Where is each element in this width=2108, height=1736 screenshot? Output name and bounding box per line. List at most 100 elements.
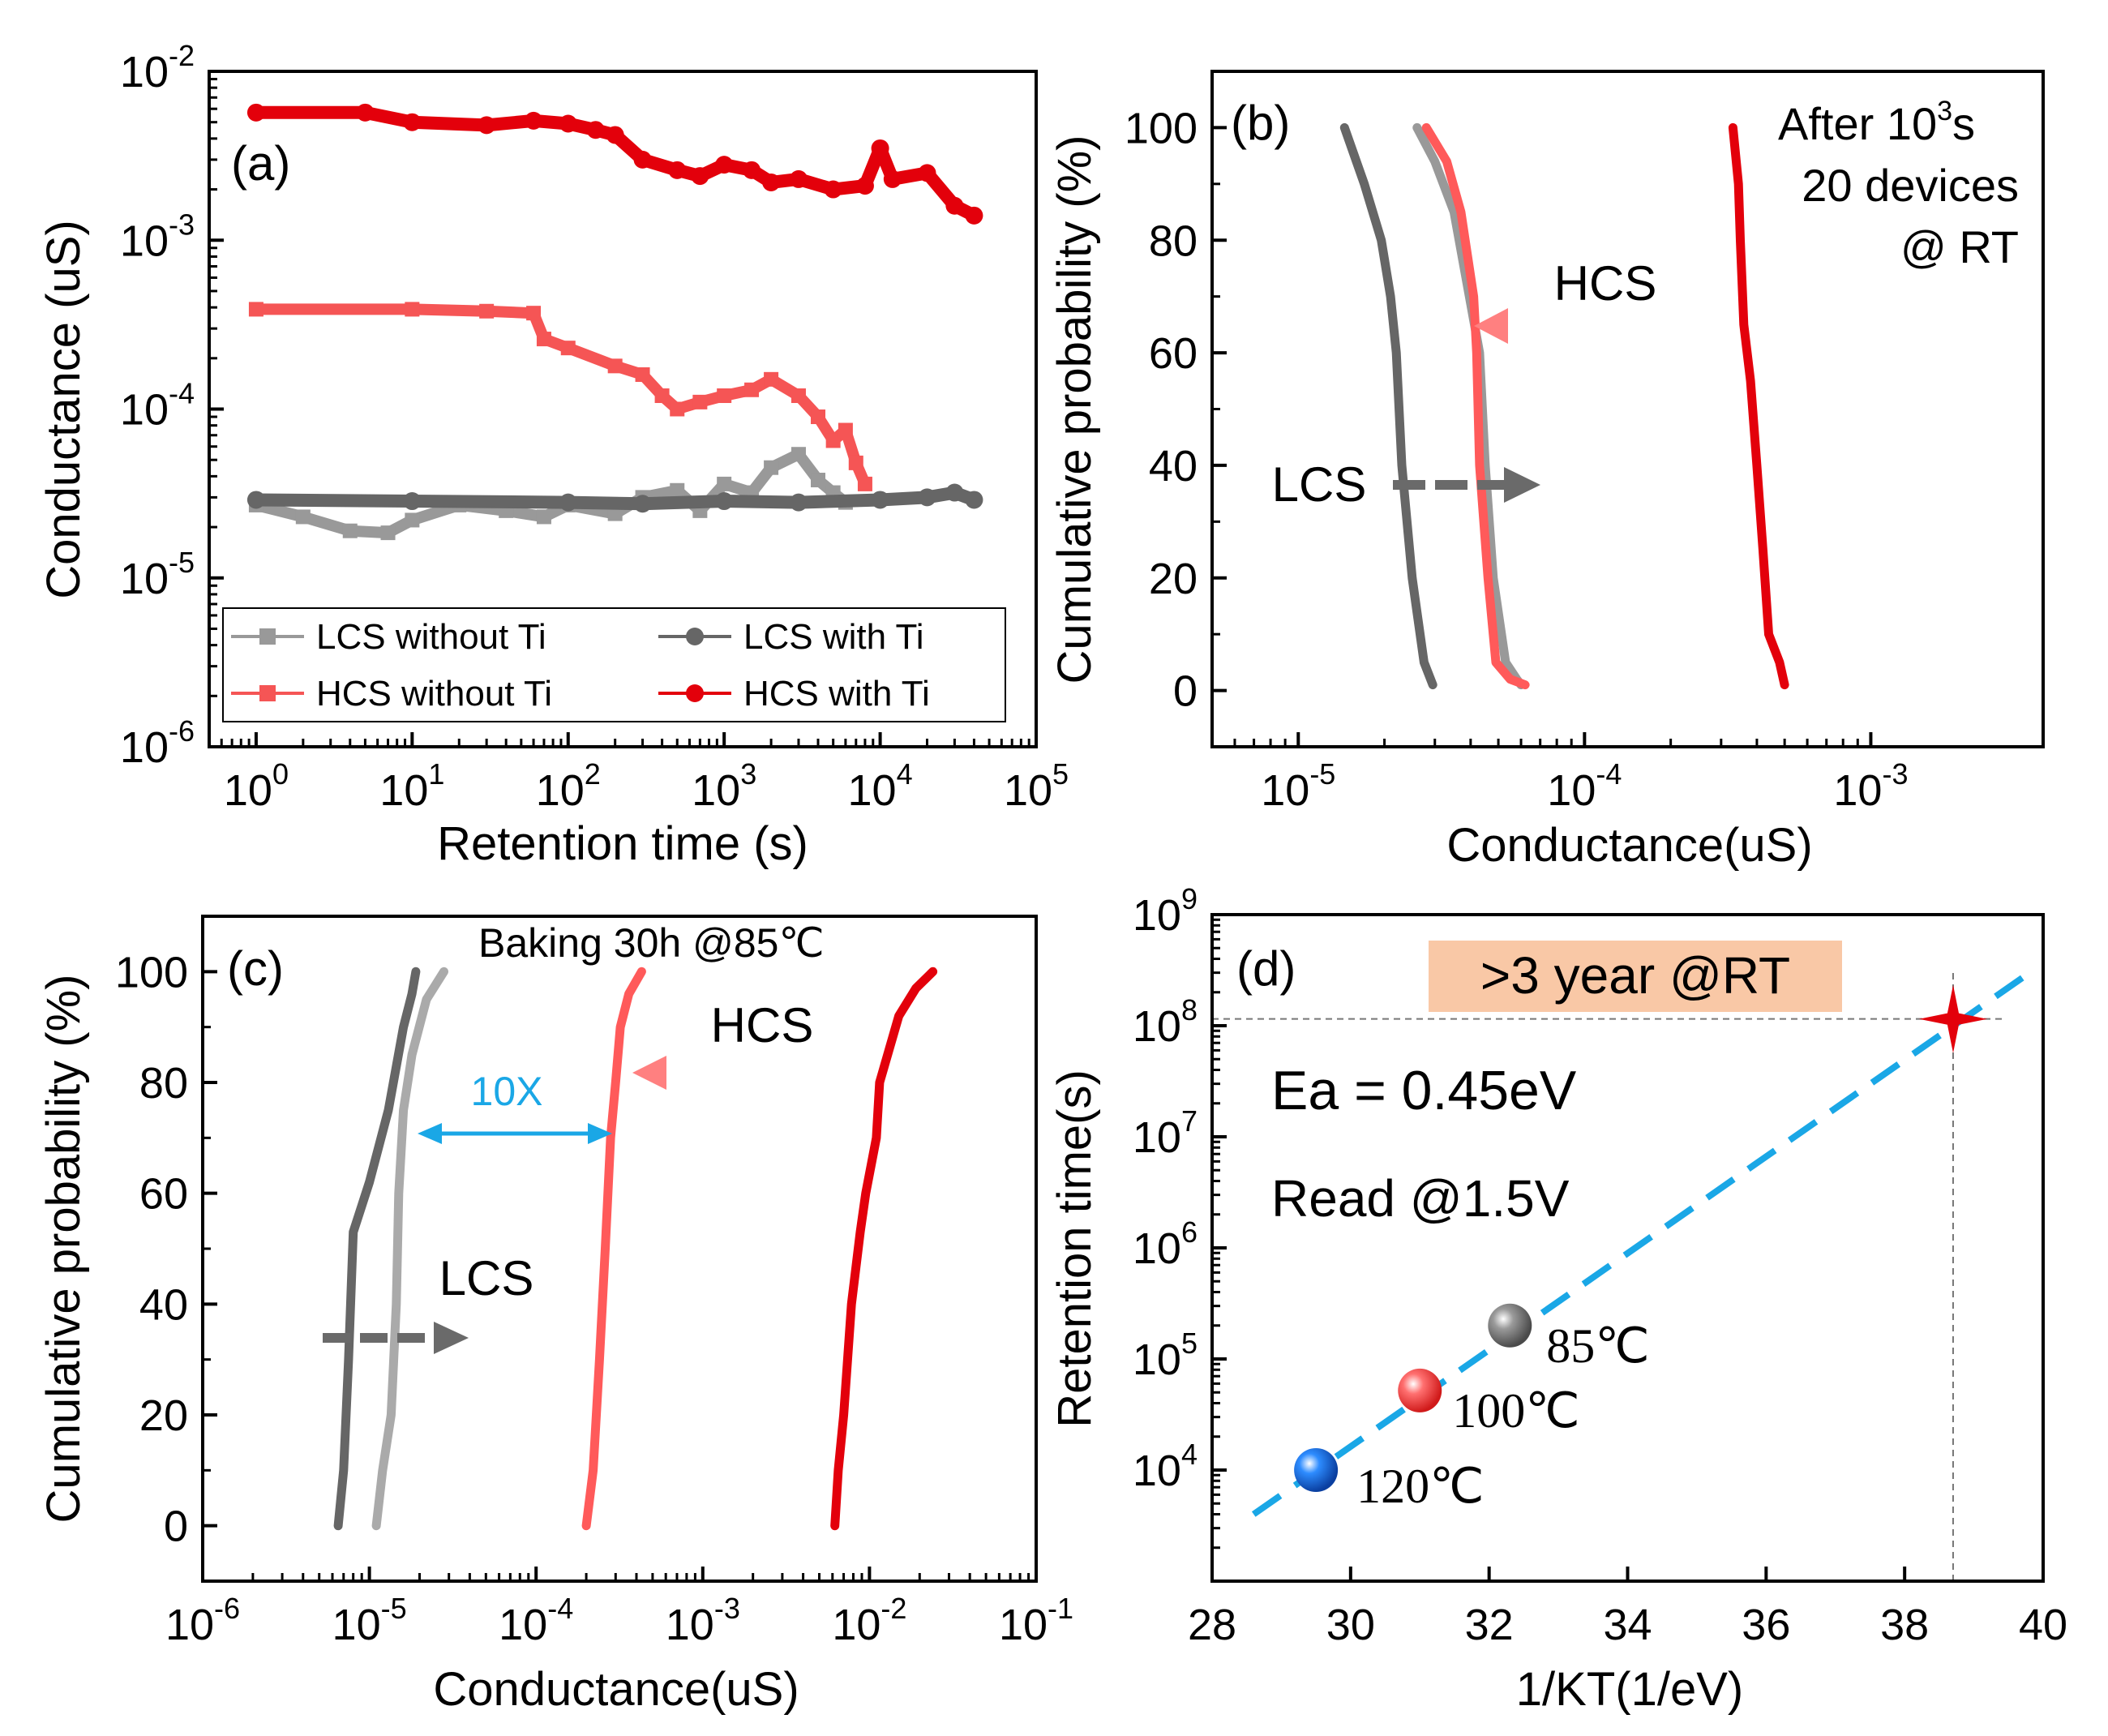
data-point: [559, 493, 577, 512]
data-point: [246, 491, 265, 509]
x-tick-label-b: 10-4: [1547, 757, 1622, 815]
annotation-retention-years: >3 year @RT: [1480, 946, 1790, 1005]
data-point: [762, 173, 781, 191]
annotation-device-count: 20 devices: [1802, 160, 2019, 211]
temperature-point: [1488, 1303, 1532, 1348]
y-tick-label-c: 60: [139, 1170, 188, 1219]
data-point: [790, 388, 806, 404]
y-tick-label-c: 20: [139, 1391, 188, 1440]
legend-item-hcs-without-ti: HCS without Ti: [231, 674, 552, 714]
panel-label-a: (a): [231, 136, 290, 191]
data-point: [560, 341, 576, 356]
data-point: [606, 126, 624, 144]
panel-label-c: (c): [227, 941, 284, 996]
lcs-label-c: LCS: [439, 1251, 534, 1305]
panel-label-b: (b): [1231, 96, 1290, 150]
data-point: [871, 139, 889, 157]
annotation-baking: Baking 30h @85℃: [478, 920, 825, 966]
series-lcs-with-ti: [249, 486, 981, 511]
x-tick-label-d: 28: [1188, 1601, 1236, 1649]
data-point: [405, 302, 420, 317]
data-point: [692, 394, 708, 409]
y-tick-label-d: 106: [1133, 1215, 1198, 1273]
y-tick-label-d: 109: [1133, 882, 1198, 940]
y-tick-label-b: 100: [1125, 104, 1198, 152]
data-point: [811, 409, 826, 425]
data-point: [838, 422, 853, 438]
annotation-read-voltage: Read @1.5V: [1271, 1169, 1570, 1228]
y-axis-label-c: Cumulative probability (%): [37, 975, 90, 1524]
data-point: [715, 156, 734, 174]
cdf-series-1: [1339, 122, 1437, 690]
y-tick-label-a: 10-6: [120, 714, 195, 772]
legend-item-hcs-with-ti: HCS with Ti: [658, 674, 930, 714]
hcs-arrow-b: [1474, 308, 1723, 344]
data-point: [668, 161, 687, 179]
data-point: [883, 169, 902, 188]
annotation-room-temp: @ RT: [1900, 221, 2019, 272]
data-point: [635, 366, 650, 382]
svg-text:LCS without Ti: LCS without Ti: [316, 617, 546, 657]
data-point: [717, 388, 732, 404]
x-tick-label-c: 10-3: [666, 1592, 740, 1649]
x-tick-label-d: 36: [1742, 1601, 1790, 1649]
annotation-after-time: After 103s: [1778, 96, 1975, 149]
x-tick-label-b: 10-5: [1261, 757, 1335, 815]
lcs-arrow-b: [1393, 467, 1540, 503]
cdf-series-2: [1412, 122, 1526, 690]
series-hcs-without-ti: [250, 303, 871, 490]
data-point: [789, 493, 808, 512]
data-point: [871, 491, 889, 509]
cdf-series-2: [371, 967, 448, 1531]
data-point: [525, 111, 543, 130]
data-point: [607, 506, 623, 521]
x-tick-label-a: 100: [224, 757, 289, 815]
lcs-arrow-c: [323, 1322, 469, 1354]
x-tick-label-c: 10-4: [499, 1592, 573, 1649]
data-point: [855, 177, 874, 195]
x-tick-label-b: 10-3: [1833, 757, 1908, 815]
data-point: [536, 509, 551, 525]
data-point: [559, 114, 577, 133]
y-tick-label-d: 105: [1133, 1327, 1198, 1384]
lcs-label-b: LCS: [1272, 457, 1367, 512]
y-tick-label-a: 10-5: [120, 546, 195, 603]
x-tick-label-a: 104: [848, 757, 913, 815]
y-tick-label-a: 10-2: [120, 39, 195, 96]
data-point: [743, 161, 761, 179]
data-point: [356, 103, 375, 122]
x-axis-label-b: Conductance(uS): [1446, 819, 1812, 872]
data-point: [764, 460, 779, 475]
x-axis-label-a: Retention time (s): [437, 817, 808, 870]
temperature-label: 120℃: [1356, 1460, 1484, 1513]
x-tick-label-c: 10-2: [832, 1592, 906, 1649]
x-tick-label-a: 105: [1004, 757, 1069, 815]
x-tick-label-a: 102: [536, 757, 601, 815]
data-point: [633, 150, 652, 169]
y-axis-label-d: Retention time(s): [1048, 1069, 1101, 1428]
highlight-box-d: [1429, 941, 1842, 1012]
data-point: [945, 196, 964, 215]
data-point: [965, 491, 983, 509]
x-tick-label-d: 32: [1465, 1601, 1514, 1649]
hcs-arrow-c: [632, 1056, 872, 1090]
data-point: [764, 371, 779, 387]
y-tick-label-d: 107: [1133, 1104, 1198, 1162]
data-point: [586, 121, 605, 139]
panel-a: 100 101 102 103 104 105 10-6 10-5 10-4 10-3 10-2 R…: [37, 39, 1069, 870]
data-point: [717, 476, 732, 491]
data-point: [478, 116, 496, 135]
y-axis-label-b: Cumulative probability (%): [1048, 135, 1101, 684]
temperature-label: 85℃: [1546, 1319, 1649, 1373]
data-point: [654, 388, 670, 404]
legend-item-lcs-with-ti: LCS with Ti: [658, 617, 924, 657]
x-tick-label-d: 30: [1326, 1601, 1375, 1649]
data-point: [848, 455, 863, 470]
legend-a: LCS without Ti LCS with Ti HCS without T…: [222, 607, 1006, 722]
data-point: [857, 476, 872, 491]
arrhenius-fit-line: [1251, 965, 2038, 1517]
data-point: [380, 525, 396, 541]
data-point: [918, 164, 936, 182]
data-point: [824, 180, 842, 199]
